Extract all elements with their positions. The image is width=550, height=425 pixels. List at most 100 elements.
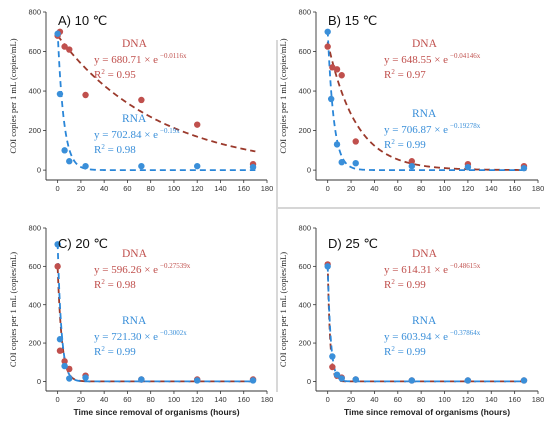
rna-series-label: RNA [122, 113, 147, 125]
x-tick-label: 120 [191, 184, 204, 193]
dna-fit-curve [326, 41, 527, 171]
x-tick-label: 100 [168, 395, 181, 404]
x-tick-label: 60 [123, 395, 131, 404]
x-tick-label: 100 [168, 184, 181, 193]
x-tick-label: 60 [394, 184, 402, 193]
rna-data-point [408, 377, 416, 384]
panel-4: 0 200 400 600 800 0 20 40 60 80 100 120 140 160 180 COI… [278, 224, 544, 417]
dna-data-point [408, 158, 416, 165]
y-tick-label: 200 [298, 339, 311, 348]
x-tick-label: 0 [326, 395, 330, 404]
rna-fit-curve [326, 265, 527, 383]
x-tick-label: 20 [77, 395, 85, 404]
rna-data-point [352, 160, 359, 167]
y-tick-label: 0 [37, 166, 41, 175]
dna-data-point [61, 358, 68, 365]
rna-data-point [56, 336, 64, 343]
x-tick-label: 100 [438, 395, 451, 404]
y-tick-label: 800 [298, 224, 311, 233]
dna-data-point [82, 91, 89, 99]
x-tick-label: 40 [100, 184, 108, 193]
rna-data-point [249, 163, 257, 171]
x-tick-label: 20 [347, 395, 355, 404]
rna-data-point [408, 162, 416, 170]
rna-r-squared: R2 = 0.99 [384, 138, 426, 151]
x-tick-label: 180 [261, 395, 274, 404]
x-tick-label: 180 [532, 184, 545, 193]
x-axis-label: Time since removal of organisms (hours) [73, 407, 239, 417]
x-tick-label: 60 [123, 184, 131, 193]
rna-data-point [352, 376, 359, 383]
panel-3: 0 200 400 600 800 0 20 40 60 80 100 120 140 160 180 COI… [8, 224, 273, 417]
rna-data-point [333, 141, 341, 148]
rna-equation: y = 721.30 × e −0.3002x [94, 329, 187, 343]
x-tick-label: 160 [508, 395, 521, 404]
dna-fit-curve [56, 35, 256, 153]
x-tick-label: 140 [214, 184, 227, 193]
rna-data-point [338, 375, 345, 382]
dna-equation: y = 614.31 × e −0.48615x [384, 262, 481, 276]
y-tick-label: 400 [298, 300, 311, 309]
x-tick-label: 140 [485, 184, 498, 193]
rna-data-point [324, 28, 331, 35]
rna-series-label: RNA [412, 108, 437, 120]
dna-data-point [324, 43, 331, 50]
dna-data-point [56, 347, 64, 354]
rna-data-point [56, 90, 64, 98]
x-tick-label: 0 [56, 184, 60, 193]
x-tick-label: 140 [214, 395, 227, 404]
y-axis-label: COI copies per 1 mL (copies/mL) [8, 38, 18, 153]
rna-data-point [66, 375, 73, 382]
y-tick-label: 200 [28, 339, 41, 348]
rna-data-point [464, 377, 472, 384]
panel-2: 0 200 400 600 800 0 20 40 60 80 100 120 140 160 180 COI… [278, 8, 544, 193]
dna-equation: y = 596.26 × e −0.27539x [94, 262, 191, 276]
x-tick-label: 20 [77, 184, 85, 193]
dna-series-label: DNA [122, 38, 148, 50]
x-tick-label: 0 [56, 395, 60, 404]
dna-data-point [66, 46, 73, 53]
y-tick-label: 600 [28, 262, 41, 271]
rna-data-point [194, 377, 201, 384]
rna-fit-curve [326, 30, 527, 172]
rna-series-label: RNA [412, 315, 437, 327]
rna-data-point [138, 376, 145, 383]
panel-title: A) 10 ℃ [58, 13, 107, 28]
rna-data-point [329, 353, 336, 360]
x-tick-label: 80 [417, 395, 425, 404]
rna-data-point [61, 147, 68, 154]
dna-data-point [329, 363, 336, 371]
rna-data-point [66, 158, 73, 165]
dna-data-point [352, 138, 359, 145]
y-tick-label: 200 [28, 126, 41, 135]
rna-data-point [324, 263, 331, 270]
y-tick-label: 400 [28, 87, 41, 96]
panel-1: 0 200 400 600 800 0 20 40 60 80 100 120 140 160 180 COI… [8, 8, 273, 193]
rna-data-point [520, 164, 528, 172]
rna-equation: y = 706.87 × e −0.19278x [384, 122, 481, 136]
rna-data-point [520, 377, 528, 384]
rna-data-point [333, 371, 341, 378]
x-tick-label: 40 [100, 395, 108, 404]
rna-r-squared: R2 = 0.99 [384, 345, 426, 358]
x-tick-label: 40 [370, 395, 378, 404]
y-tick-label: 800 [28, 8, 41, 17]
x-axis-label: Time since removal of organisms (hours) [344, 407, 510, 417]
dna-equation: y = 648.55 × e −0.04146x [384, 52, 481, 66]
x-tick-label: 100 [438, 184, 451, 193]
y-tick-label: 0 [37, 377, 41, 386]
x-tick-label: 120 [462, 184, 475, 193]
y-tick-label: 200 [298, 126, 311, 135]
y-axis-label: COI copies per 1 mL (copies/mL) [278, 252, 288, 367]
rna-equation: y = 603.94 × e −0.37864x [384, 329, 481, 343]
rna-equation: y = 702.84 × e −0.19x [94, 127, 180, 141]
x-tick-label: 20 [347, 184, 355, 193]
rna-r-squared: R2 = 0.99 [94, 345, 136, 358]
rna-fit-curve [56, 31, 256, 172]
y-axis-label: COI copies per 1 mL (copies/mL) [278, 38, 288, 153]
dna-data-point [61, 43, 68, 50]
y-tick-label: 600 [298, 262, 311, 271]
rna-data-point [464, 163, 472, 171]
y-tick-label: 800 [28, 224, 41, 233]
